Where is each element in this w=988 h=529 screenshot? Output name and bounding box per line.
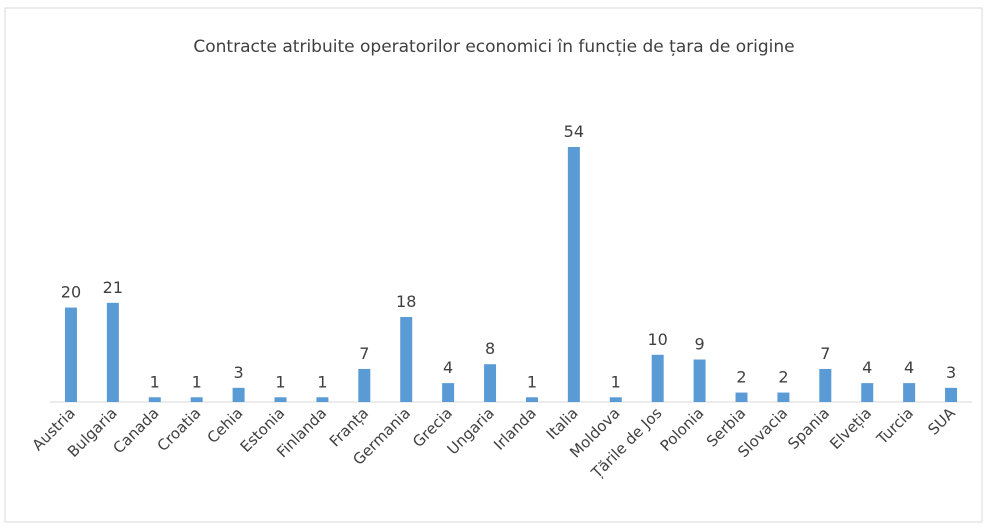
chart-frame [4,7,983,523]
value-label: 20 [61,283,81,302]
value-label: 2 [736,368,746,387]
bar [903,383,916,402]
value-label: 2 [778,368,788,387]
bar [106,302,119,402]
bar [148,397,161,402]
value-label: 18 [396,292,416,311]
bar [567,147,580,402]
value-label: 1 [611,372,621,391]
value-label: 9 [694,335,704,354]
bar [64,307,77,402]
value-label: 4 [862,358,872,377]
bar [232,387,245,402]
bar [735,392,748,402]
bar [861,383,874,402]
value-label: 3 [233,363,243,382]
bar [190,397,203,402]
bar [442,383,455,402]
bar [693,359,706,402]
bar [400,317,413,402]
bar [609,397,622,402]
bar [777,392,790,402]
bar [525,397,538,402]
value-label: 21 [103,278,123,297]
bar [358,368,371,402]
value-label: 1 [317,372,327,391]
bar [819,368,832,402]
value-label: 7 [820,344,830,363]
value-label: 8 [485,339,495,358]
bar [484,364,497,402]
value-label: 1 [275,372,285,391]
value-label: 54 [564,122,584,141]
value-label: 1 [150,372,160,391]
bar [274,397,287,402]
bar [945,387,958,402]
value-label: 3 [946,363,956,382]
value-label: 1 [192,372,202,391]
value-label: 4 [904,358,914,377]
chart-title: Contracte atribuite operatorilor economi… [193,37,794,57]
value-label: 10 [648,330,668,349]
value-label: 1 [527,372,537,391]
value-label: 7 [359,344,369,363]
value-label: 4 [443,358,453,377]
bar [651,354,664,402]
bar [316,397,329,402]
